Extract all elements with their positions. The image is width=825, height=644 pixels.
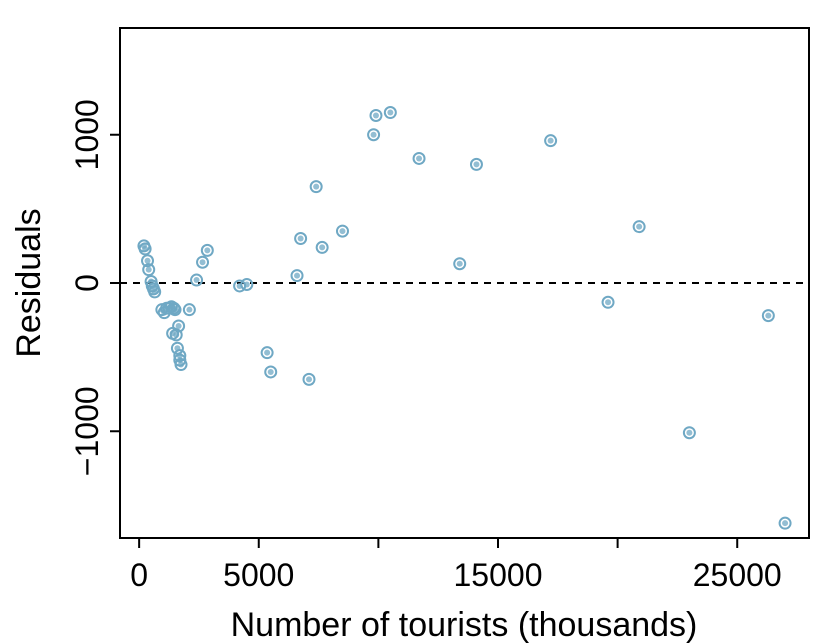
data-point	[200, 243, 214, 257]
data-point-core	[144, 257, 151, 264]
data-point-core	[151, 288, 158, 295]
data-point	[190, 273, 204, 287]
data-point	[412, 151, 426, 165]
data-point	[778, 516, 792, 530]
data-point-core	[636, 223, 643, 230]
data-point-core	[267, 368, 274, 375]
data-point-core	[339, 228, 346, 235]
data-point-core	[416, 155, 423, 162]
data-point	[170, 341, 184, 355]
data-point	[196, 255, 210, 269]
data-point-core	[319, 244, 326, 251]
x-tick-label: 0	[130, 557, 148, 593]
data-point	[142, 263, 156, 277]
data-point	[148, 285, 162, 299]
data-point-core	[142, 245, 149, 252]
data-point-core	[294, 272, 301, 279]
data-point-core	[173, 331, 180, 338]
data-point-core	[145, 266, 152, 273]
x-axis: 0 5000 15000 25000	[130, 537, 782, 593]
data-point	[290, 269, 304, 283]
data-point-core	[199, 259, 206, 266]
data-point	[369, 108, 383, 122]
data-point	[315, 240, 329, 254]
data-point	[302, 372, 316, 386]
y-axis-title: Residuals	[10, 208, 48, 357]
data-point-core	[372, 112, 379, 119]
data-point-core	[782, 520, 789, 527]
data-point-core	[313, 183, 320, 190]
data-point-core	[186, 306, 193, 313]
data-points	[137, 106, 792, 530]
data-point	[138, 242, 152, 256]
data-point	[172, 319, 186, 333]
data-point-core	[305, 376, 312, 383]
data-point-core	[370, 131, 377, 138]
data-point-core	[387, 109, 394, 116]
data-point-core	[547, 137, 554, 144]
data-point	[264, 365, 278, 379]
data-point	[469, 157, 483, 171]
x-tick-label: 5000	[223, 557, 294, 593]
data-point-core	[193, 277, 200, 284]
data-point-core	[264, 349, 271, 356]
y-tick-label: 0	[69, 274, 105, 292]
data-point-core	[175, 322, 182, 329]
data-point	[168, 303, 182, 317]
data-point-core	[605, 299, 612, 306]
data-point-core	[243, 281, 250, 288]
data-point	[601, 295, 615, 309]
data-point	[682, 426, 696, 440]
data-point-core	[456, 260, 463, 267]
y-axis: −1000 0 1000	[69, 99, 121, 476]
data-point	[453, 257, 467, 271]
data-point	[632, 220, 646, 234]
y-tick-label: −1000	[69, 386, 105, 476]
data-point-core	[172, 306, 179, 313]
data-point	[294, 232, 308, 246]
data-point	[174, 358, 188, 372]
data-point-core	[765, 312, 772, 319]
x-axis-title: Number of tourists (thousands)	[231, 606, 698, 644]
data-point	[544, 134, 558, 148]
data-point-core	[473, 161, 480, 168]
x-tick-label: 15000	[454, 557, 543, 593]
data-point	[240, 277, 254, 291]
data-point-core	[204, 247, 211, 254]
data-point-core	[178, 361, 185, 368]
data-point	[260, 346, 274, 360]
x-tick-label: 25000	[693, 557, 782, 593]
y-tick-label: 1000	[69, 99, 105, 170]
data-point	[169, 328, 183, 342]
data-point	[309, 180, 323, 194]
data-point	[383, 106, 397, 120]
data-point-core	[297, 235, 304, 242]
data-point	[761, 309, 775, 323]
data-point	[335, 224, 349, 238]
data-point	[182, 303, 196, 317]
data-point-core	[686, 429, 693, 436]
data-point	[367, 128, 381, 142]
data-point	[141, 254, 155, 268]
